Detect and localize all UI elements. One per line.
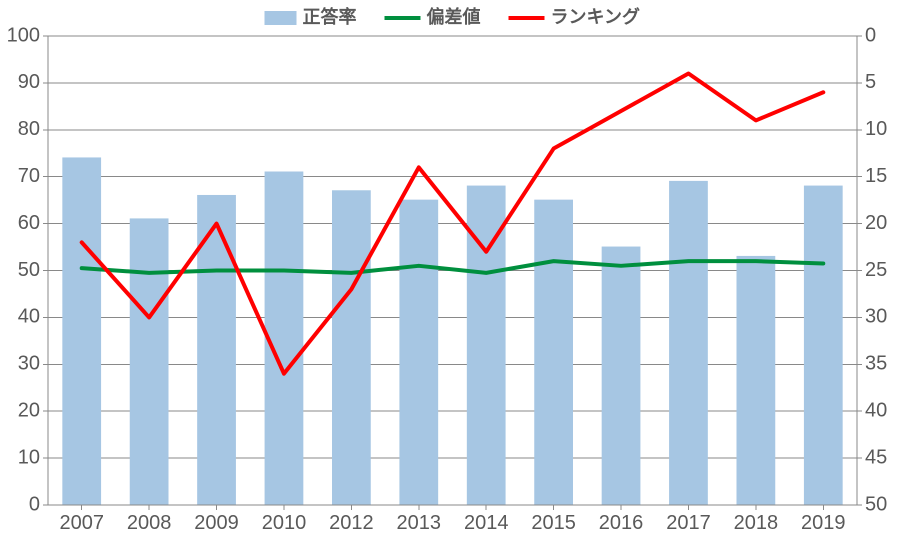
y-right-tick-label: 10 [865,118,887,140]
y-right-tick-label: 15 [865,165,887,187]
y-left-tick-label: 80 [18,118,40,140]
x-tick-label: 2019 [801,512,846,534]
y-left-tick-label: 10 [18,446,40,468]
x-tick-label: 2010 [262,512,307,534]
bar [265,172,303,505]
y-left-tick-label: 90 [18,71,40,93]
y-left-tick-label: 0 [29,493,40,515]
y-right-tick-label: 30 [865,306,887,328]
bar [602,247,640,505]
bar [400,200,438,505]
x-tick-label: 2013 [397,512,442,534]
legend-label: ランキング [551,6,640,27]
legend-label: 偏差値 [427,6,481,27]
bar [535,200,573,505]
x-tick-label: 2007 [59,512,104,534]
y-left-tick-label: 70 [18,165,40,187]
y-right-tick-label: 35 [865,353,887,375]
y-right-tick-label: 20 [865,212,887,234]
y-right-tick-label: 25 [865,259,887,281]
y-left-tick-label: 100 [7,24,40,46]
bar [332,191,370,505]
y-right-tick-label: 45 [865,446,887,468]
bar [130,219,168,505]
legend: 正答率 偏差値 ランキング [265,6,640,27]
y-left-tick-label: 20 [18,399,40,421]
x-tick-label: 2014 [464,512,509,534]
x-tick-label: 2016 [599,512,644,534]
x-tick-label: 2015 [531,512,576,534]
y-right-tick-label: 5 [865,71,876,93]
chart-container: 0 10 20 30 40 50 60 70 80 90 100 0 5 10 15 20 25 30 35 40 45… [0,0,905,546]
bar [670,181,708,505]
combo-chart: 0 10 20 30 40 50 60 70 80 90 100 0 5 10 15 20 25 30 35 40 45… [0,0,905,546]
legend-label: 正答率 [303,6,357,27]
bar [737,256,775,505]
y-left-tick-label: 40 [18,306,40,328]
bar [63,158,101,505]
y-right-tick-label: 40 [865,399,887,421]
y-left-tick-label: 30 [18,353,40,375]
y-right-tick-label: 50 [865,493,887,515]
y-left-tick-label: 60 [18,212,40,234]
x-tick-label: 2012 [329,512,374,534]
x-tick-label: 2017 [666,512,711,534]
x-tick-label: 2009 [194,512,239,534]
bar [804,186,842,505]
y-right-tick-label: 0 [865,24,876,46]
x-tick-label: 2008 [127,512,172,534]
x-tick-label: 2018 [734,512,779,534]
y-left-tick-label: 50 [18,259,40,281]
